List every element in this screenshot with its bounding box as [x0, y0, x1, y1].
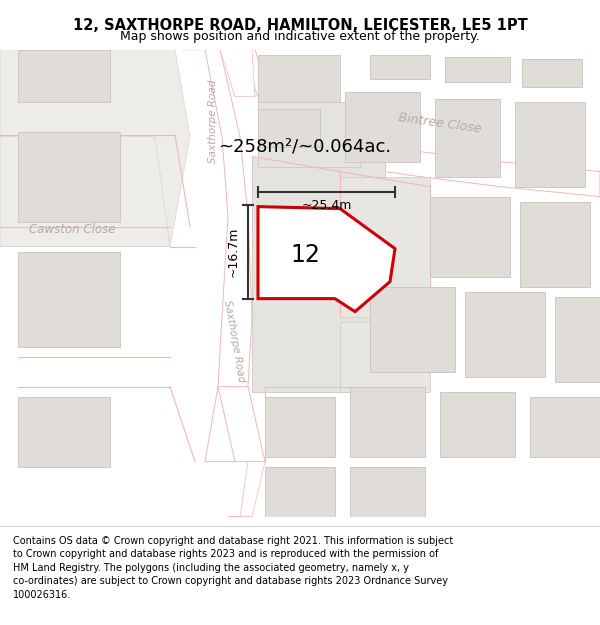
Polygon shape	[258, 207, 395, 312]
Polygon shape	[445, 57, 510, 82]
Text: Saxthorpe Road: Saxthorpe Road	[222, 300, 246, 384]
Text: 12, SAXTHORPE ROAD, HAMILTON, LEICESTER, LE5 1PT: 12, SAXTHORPE ROAD, HAMILTON, LEICESTER,…	[73, 18, 527, 32]
Polygon shape	[228, 462, 265, 517]
Polygon shape	[350, 467, 425, 517]
Polygon shape	[252, 157, 385, 392]
Polygon shape	[430, 197, 510, 277]
Polygon shape	[220, 49, 255, 97]
Polygon shape	[18, 132, 120, 222]
Polygon shape	[370, 287, 455, 372]
Polygon shape	[370, 54, 430, 79]
Polygon shape	[218, 387, 265, 462]
Text: Cawston Close: Cawston Close	[29, 223, 115, 236]
Polygon shape	[440, 392, 515, 457]
Text: ~25.4m: ~25.4m	[301, 199, 352, 212]
Polygon shape	[18, 49, 110, 102]
Polygon shape	[18, 252, 120, 347]
Polygon shape	[520, 202, 590, 287]
Polygon shape	[350, 387, 425, 457]
Polygon shape	[340, 177, 430, 317]
Polygon shape	[0, 137, 170, 247]
Text: ~16.7m: ~16.7m	[227, 226, 240, 277]
Polygon shape	[265, 467, 335, 517]
Polygon shape	[265, 397, 335, 457]
Polygon shape	[258, 102, 360, 167]
Polygon shape	[258, 109, 320, 147]
Polygon shape	[465, 292, 545, 377]
Polygon shape	[555, 297, 600, 382]
Polygon shape	[18, 397, 110, 467]
Polygon shape	[515, 102, 585, 187]
Text: Map shows position and indicative extent of the property.: Map shows position and indicative extent…	[120, 30, 480, 43]
Text: Bintree Close: Bintree Close	[398, 111, 482, 136]
Text: ~258m²/~0.064ac.: ~258m²/~0.064ac.	[218, 138, 392, 156]
Polygon shape	[230, 49, 600, 197]
Polygon shape	[345, 92, 420, 162]
Polygon shape	[522, 59, 582, 87]
Polygon shape	[258, 54, 340, 102]
Polygon shape	[530, 397, 600, 457]
Text: Contains OS data © Crown copyright and database right 2021. This information is : Contains OS data © Crown copyright and d…	[13, 536, 454, 600]
Text: Saxthorpe Road: Saxthorpe Road	[208, 80, 218, 163]
Polygon shape	[340, 322, 430, 392]
Polygon shape	[183, 49, 252, 462]
Polygon shape	[0, 49, 190, 247]
Text: 12: 12	[290, 242, 320, 267]
Polygon shape	[435, 99, 500, 177]
